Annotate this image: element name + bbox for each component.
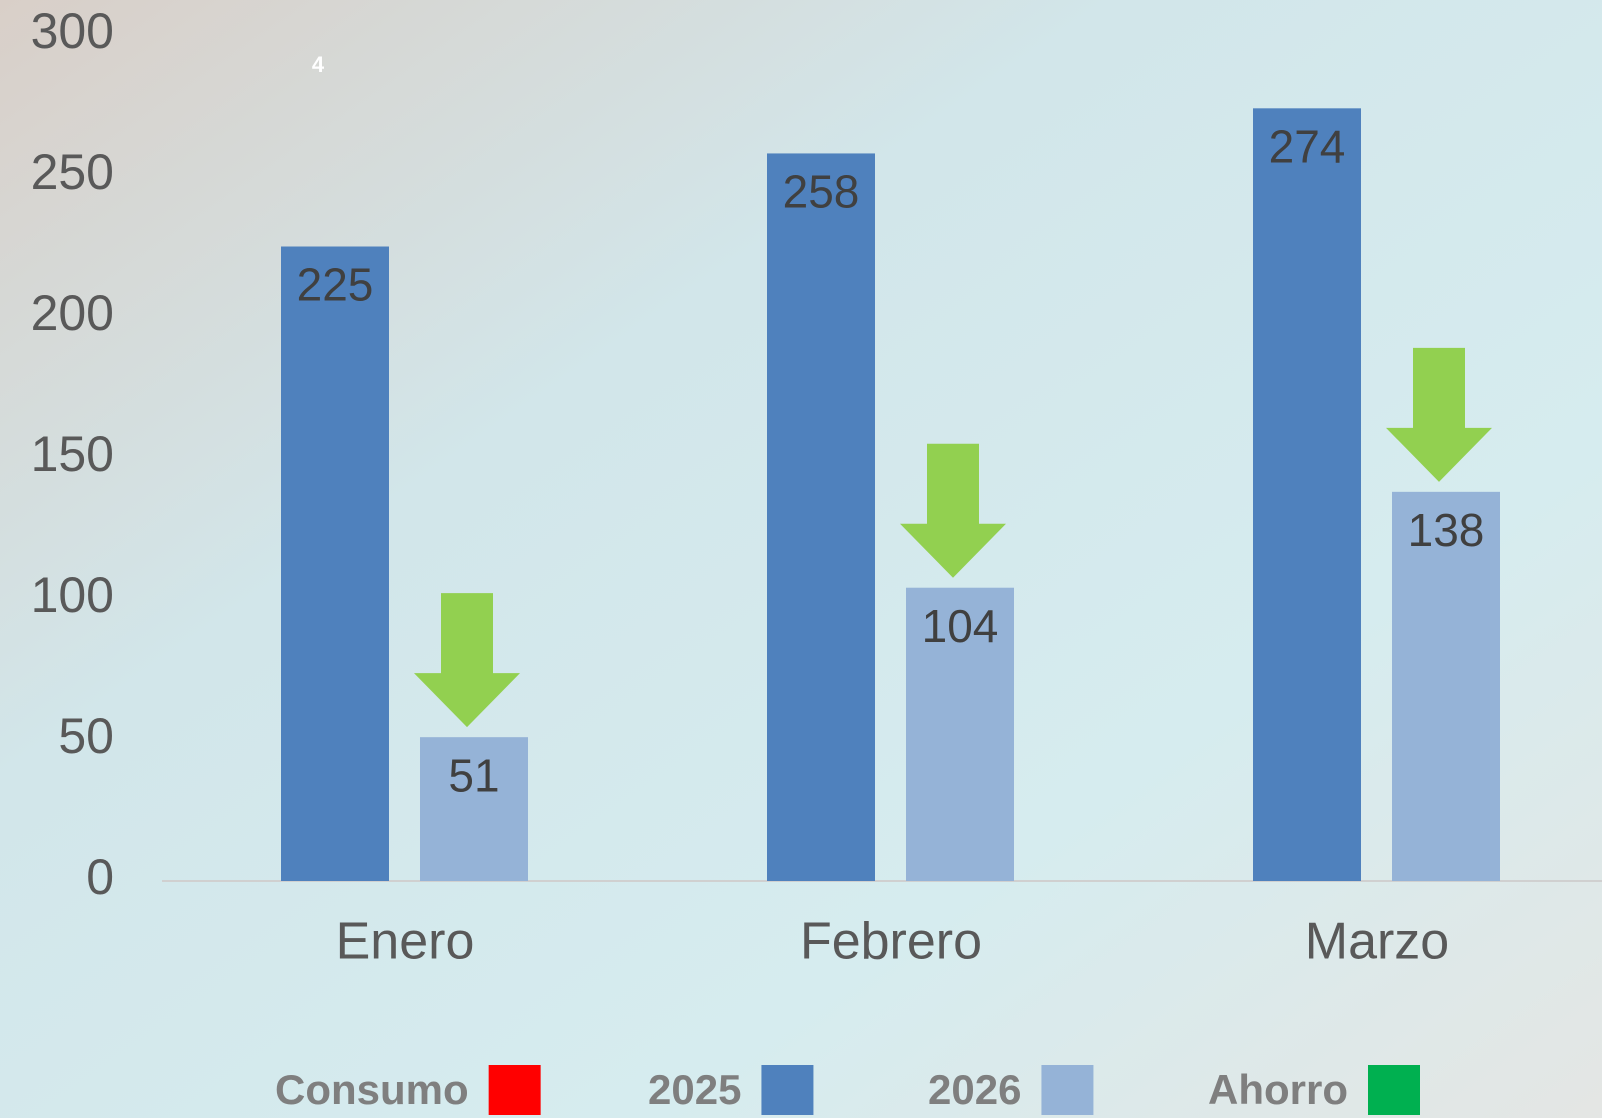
y-tick-label: 100 xyxy=(31,567,114,623)
legend-label: Ahorro xyxy=(1208,1066,1348,1113)
data-label: 225 xyxy=(297,259,374,311)
legend-swatch xyxy=(1041,1065,1093,1115)
y-tick-label: 300 xyxy=(31,3,114,59)
page: 4 0 50 100 150 200 250 300 Enero 225 51 Febrero 258… xyxy=(0,0,1602,1118)
y-tick-label: 150 xyxy=(31,426,114,482)
y-tick-label: 200 xyxy=(31,285,114,341)
page-number: 4 xyxy=(312,52,325,77)
data-label: 51 xyxy=(448,749,499,801)
data-label: 274 xyxy=(1269,120,1346,172)
legend-label: 2026 xyxy=(928,1066,1021,1113)
bar xyxy=(1253,108,1361,881)
legend-swatch xyxy=(761,1065,813,1115)
legend-swatch xyxy=(1368,1065,1420,1115)
bar xyxy=(767,153,875,881)
data-label: 104 xyxy=(922,600,999,652)
y-tick-label: 250 xyxy=(31,144,114,200)
x-tick-label: Enero xyxy=(336,913,475,971)
data-label: 258 xyxy=(783,166,860,218)
y-tick-label: 50 xyxy=(58,708,114,764)
y-tick-label: 0 xyxy=(86,849,114,905)
x-tick-label: Marzo xyxy=(1305,913,1449,971)
legend-label: Consumo xyxy=(275,1066,469,1113)
data-label: 138 xyxy=(1408,504,1485,556)
legend-swatch xyxy=(489,1065,541,1115)
x-tick-label: Febrero xyxy=(800,913,982,971)
chart: 4 0 50 100 150 200 250 300 Enero 225 51 Febrero 258… xyxy=(0,0,1602,1118)
legend-label: 2025 xyxy=(648,1066,741,1113)
bar xyxy=(281,247,389,882)
